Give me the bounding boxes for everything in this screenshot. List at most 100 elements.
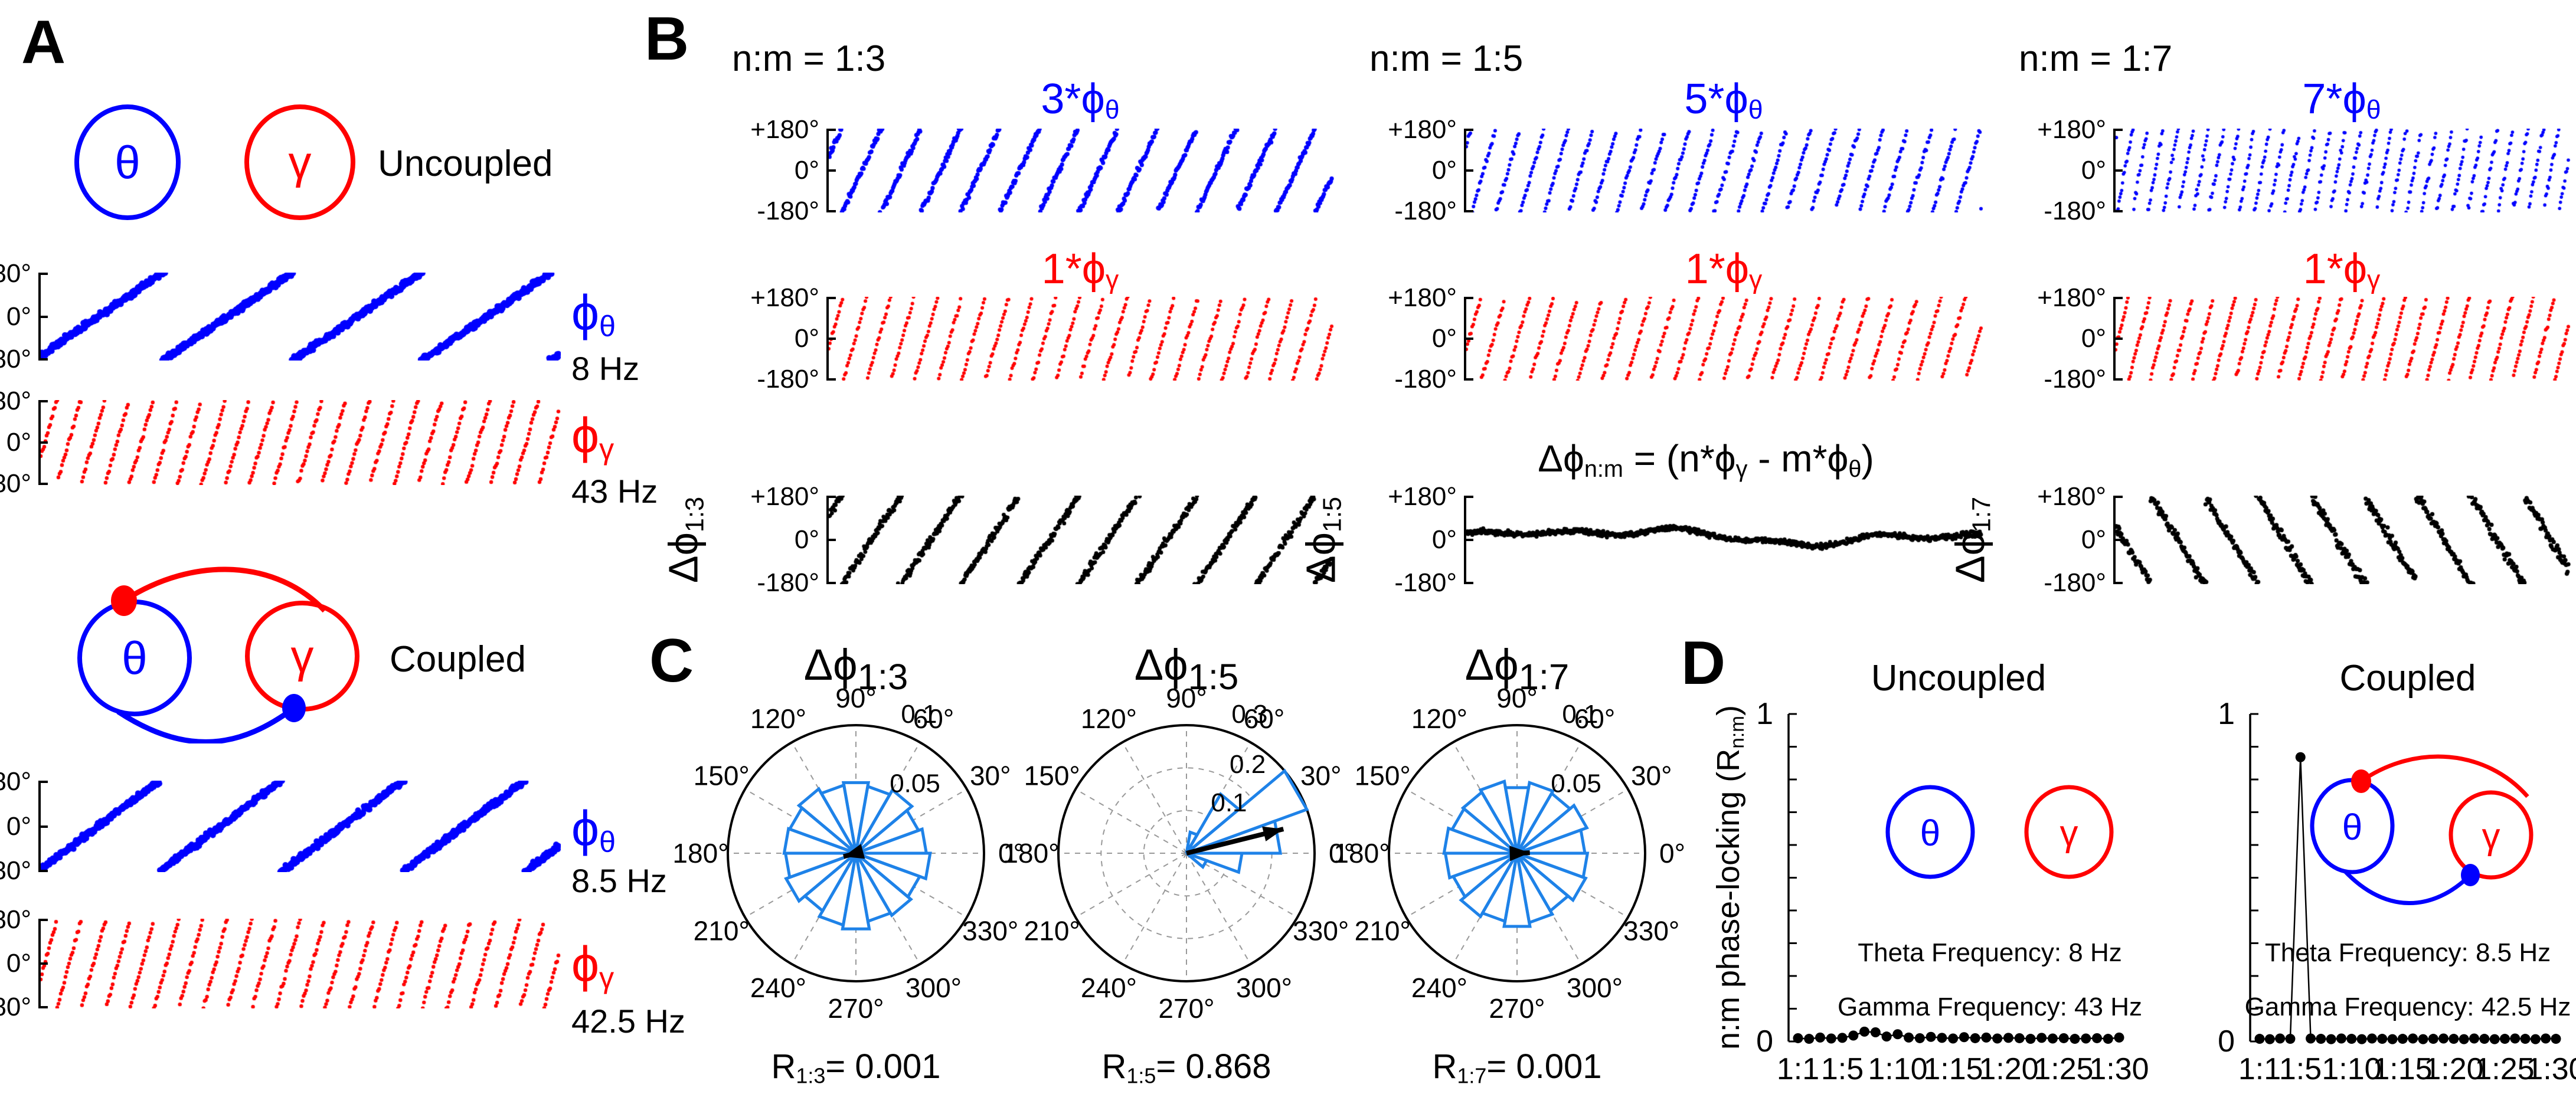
phase-plot-canvas [2113, 129, 2571, 212]
svg-text:30°: 30° [1631, 761, 1672, 791]
theta-circle [1885, 785, 1975, 879]
resultant-length-label: R1:3= 0.001 [771, 1047, 941, 1088]
freq-label: 8.5 Hz [571, 862, 667, 899]
svg-text:210°: 210° [694, 916, 750, 946]
svg-text:150°: 150° [694, 761, 750, 791]
coupling-arc-blue [116, 706, 296, 743]
coupled-caption: Coupled [390, 639, 526, 680]
nm-header-1-7: n:m = 1:7 [2019, 38, 2173, 79]
xtick: 1:10 [2322, 1052, 2382, 1086]
coupling-arc-red [122, 566, 327, 613]
nm-header-1-3: n:m = 1:3 [732, 38, 886, 79]
gamma-circle [244, 104, 355, 220]
title-1phigamma: 1*ϕγ [1041, 245, 1119, 294]
coupling-arc-red [2360, 754, 2529, 798]
svg-text:30°: 30° [1300, 761, 1342, 791]
coupling-arc-blue [2343, 869, 2472, 905]
theta-circle [74, 104, 181, 220]
xtick: 1:20 [1979, 1052, 2039, 1086]
svg-text:330°: 330° [1623, 916, 1679, 946]
theta-frequency-text: Theta Frequency: 8 Hz [1858, 938, 2122, 967]
theta-letter: θ [1920, 813, 1940, 854]
svg-text:0.3: 0.3 [1231, 700, 1267, 729]
freq-label: 42.5 Hz [571, 1003, 685, 1040]
d-x-axis-label: n:m [2376, 1090, 2440, 1104]
locking-curve-svg [1787, 713, 2124, 1044]
svg-text:240°: 240° [1081, 972, 1137, 1003]
phase-plot-dphi-1-3: +180° 0° -180° [750, 484, 1334, 596]
svg-text:0.1: 0.1 [901, 700, 937, 729]
rose-plot-title: Δϕ1:3 [803, 640, 908, 697]
red-coupling-node [2351, 769, 2371, 793]
inset-uncoupled-diagram: θ γ [1885, 785, 2114, 879]
svg-text:60°: 60° [913, 703, 954, 734]
phase-plot-5phitheta: +180° 0° -180° [1388, 117, 1983, 224]
xtick: 1:30 [2526, 1052, 2576, 1086]
xtick: 1:1 [1776, 1052, 1820, 1086]
svg-text:0°: 0° [1659, 838, 1685, 869]
svg-text:240°: 240° [750, 972, 806, 1003]
gamma-letter: γ [2060, 813, 2078, 854]
phase-plot-canvas [1464, 297, 1983, 381]
svg-text:0.05: 0.05 [890, 769, 940, 798]
svg-text:210°: 210° [1355, 916, 1411, 946]
svg-text:60°: 60° [1574, 703, 1616, 734]
phase-plot-theta-coupled: +180° 0° -180° [0, 769, 561, 884]
svg-text:270°: 270° [1489, 993, 1545, 1024]
d-y-axis-label: n:m phase-locking (Rn:m) [1711, 705, 1748, 1050]
uncoupled-oscillators-diagram: θ γ [74, 104, 355, 220]
svg-text:330°: 330° [1293, 916, 1349, 946]
gamma-letter: γ [289, 136, 312, 188]
gamma-circle [2024, 785, 2114, 879]
rose-plot-dphi-1-3: 0° 30° 60° 90° 120° 150° 180° 210° 240° 270° 300° 3… [667, 640, 1045, 1087]
phase-plot-gamma-uncoupled: +180° 0° -180° [0, 388, 561, 497]
phi-theta-label: ϕθ [571, 285, 616, 343]
title-3phitheta: 3*ϕθ [1041, 76, 1120, 125]
svg-text:60°: 60° [1244, 703, 1285, 734]
svg-text:120°: 120° [750, 703, 806, 734]
title-1phigamma: 1*ϕγ [2303, 245, 2381, 294]
red-coupling-node [111, 585, 137, 616]
xtick: 1:1 [2238, 1052, 2281, 1086]
svg-text:0.1: 0.1 [1562, 700, 1598, 729]
svg-text:180°: 180° [1003, 838, 1059, 869]
phase-plot-1phigamma: +180° 0° -180° [750, 285, 1334, 392]
svg-text:0.2: 0.2 [1230, 750, 1266, 779]
locking-plot-title: Uncoupled [1871, 658, 2047, 699]
d-x-axis-label: n:m [1927, 1090, 1990, 1104]
svg-text:300°: 300° [1567, 972, 1623, 1003]
phase-plot-1phigamma: +180° 0° -180° [1388, 285, 1983, 392]
phase-plot-canvas [826, 496, 1334, 584]
svg-text:0.1: 0.1 [1211, 788, 1247, 817]
coupled-oscillators-diagram: θ γ [77, 566, 359, 743]
panel-d-label: D [1681, 629, 1726, 697]
rose-plot-svg: 0° 30° 60° 90° 120°150° 180° 210°240° 270° 300°3… [672, 683, 1024, 1024]
locking-plot-title: Coupled [2339, 658, 2476, 699]
phase-plot-canvas [1464, 129, 1983, 212]
phase-plot-gamma-coupled: +180° 0° -180° [0, 907, 561, 1020]
theta-letter: θ [115, 136, 140, 188]
svg-text:30°: 30° [970, 761, 1011, 791]
phase-plot-canvas [1464, 496, 1983, 584]
phase-plot-canvas [38, 400, 561, 485]
dphi-formula: Δϕn:m = (n*ϕγ - m*ϕθ) [1538, 437, 1874, 482]
phase-plot-7phitheta: +180° 0° -180° [2037, 117, 2571, 224]
svg-text:300°: 300° [905, 972, 962, 1003]
svg-text:90°: 90° [1166, 683, 1207, 713]
blue-coupling-node [2461, 864, 2480, 886]
blue-coupling-node [282, 694, 306, 722]
resultant-length-label: R1:5= 0.868 [1101, 1047, 1271, 1088]
svg-text:0°: 0° [1329, 838, 1355, 869]
svg-text:0.05: 0.05 [1551, 769, 1601, 798]
locking-plot-coupled: Coupled 1 0 1:1 1:5 1:10 1:15 1:20 1:25 … [2218, 658, 2576, 1104]
svg-text:150°: 150° [1355, 761, 1411, 791]
locking-plot-uncoupled: Uncoupled 1 0 1:1 1:5 1:10 1:15 1:20 1:2… [1756, 658, 2149, 1104]
title-7phitheta: 7*ϕθ [2302, 76, 2381, 125]
xtick: 1:20 [2424, 1052, 2484, 1086]
phi-gamma-label: ϕγ [571, 936, 614, 995]
inset-coupled-diagram: θ γ [2310, 754, 2533, 905]
xtick: 1:10 [1868, 1052, 1928, 1086]
xtick: 1:25 [2034, 1052, 2094, 1086]
xtick: 1:5 [1820, 1052, 1864, 1086]
